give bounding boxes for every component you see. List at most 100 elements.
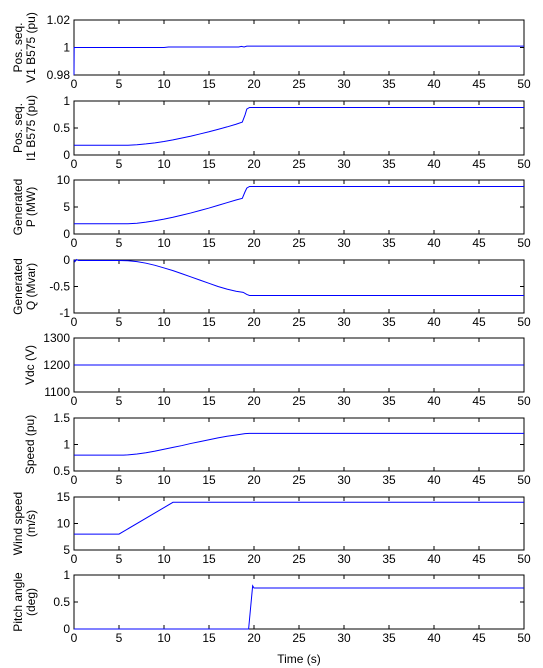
x-tick-label: 10 bbox=[157, 552, 171, 566]
y-tick-label: 1 bbox=[63, 41, 70, 55]
x-tick-label: 0 bbox=[71, 473, 78, 487]
y-axis-label: Speed (pu) bbox=[23, 415, 37, 474]
series-line bbox=[74, 185, 524, 225]
y-tick-label: 10 bbox=[57, 517, 71, 531]
x-tick-label: 45 bbox=[472, 77, 486, 91]
x-tick-label: 40 bbox=[427, 552, 441, 566]
y-tick-label: 15 bbox=[57, 490, 71, 504]
x-tick-label: 0 bbox=[71, 394, 78, 408]
x-tick-label: 10 bbox=[157, 157, 171, 171]
y-tick-label: 0 bbox=[63, 227, 70, 241]
y-tick-label: 1 bbox=[63, 568, 70, 582]
x-tick-label: 0 bbox=[71, 77, 78, 91]
x-tick-label: 15 bbox=[202, 157, 216, 171]
x-tick-label: 45 bbox=[472, 315, 486, 329]
x-tick-label: 10 bbox=[157, 315, 171, 329]
y-axis-label: P (MW) bbox=[24, 187, 38, 227]
y-axis-label: Q (Mvar) bbox=[24, 263, 38, 310]
x-tick-label: 40 bbox=[427, 394, 441, 408]
x-tick-label: 5 bbox=[116, 315, 123, 329]
x-tick-label: 0 bbox=[71, 552, 78, 566]
x-tick-label: 0 bbox=[71, 157, 78, 171]
x-tick-label: 35 bbox=[382, 473, 396, 487]
x-tick-label: 30 bbox=[337, 236, 351, 250]
x-tick-label: 35 bbox=[382, 77, 396, 91]
x-tick-label: 5 bbox=[116, 236, 123, 250]
x-tick-label: 30 bbox=[337, 473, 351, 487]
series-line bbox=[74, 584, 524, 630]
x-axis-label: Time (s) bbox=[277, 652, 321, 666]
x-tick-label: 40 bbox=[427, 157, 441, 171]
series-line bbox=[73, 258, 524, 297]
x-tick-label: 15 bbox=[202, 552, 216, 566]
x-tick-label: 0 bbox=[71, 236, 78, 250]
x-tick-label: 30 bbox=[337, 631, 351, 645]
plot-area bbox=[73, 574, 525, 630]
x-tick-label: 25 bbox=[292, 157, 306, 171]
x-tick-label: 30 bbox=[337, 394, 351, 408]
x-tick-label: 10 bbox=[157, 631, 171, 645]
y-axis-label: Generated bbox=[11, 179, 25, 236]
y-axis-label: Vdc (V) bbox=[23, 345, 37, 385]
plot-area bbox=[73, 417, 525, 472]
x-tick-label: 50 bbox=[517, 236, 531, 250]
y-tick-label: 10 bbox=[57, 173, 71, 187]
x-tick-label: 50 bbox=[517, 631, 531, 645]
x-tick-label: 20 bbox=[247, 77, 261, 91]
x-tick-label: 25 bbox=[292, 315, 306, 329]
plot-area bbox=[73, 496, 525, 551]
y-tick-label: 1.02 bbox=[47, 13, 71, 27]
x-tick-label: 50 bbox=[517, 394, 531, 408]
y-tick-label: 0.5 bbox=[53, 595, 70, 609]
x-tick-label: 0 bbox=[71, 315, 78, 329]
x-tick-label: 30 bbox=[337, 315, 351, 329]
series-line bbox=[74, 501, 524, 535]
x-tick-label: 35 bbox=[382, 236, 396, 250]
x-tick-label: 30 bbox=[337, 552, 351, 566]
x-tick-label: 40 bbox=[427, 631, 441, 645]
x-tick-label: 20 bbox=[247, 473, 261, 487]
x-tick-label: 45 bbox=[472, 236, 486, 250]
y-tick-label: -0.5 bbox=[49, 280, 70, 294]
y-tick-label: 0 bbox=[63, 622, 70, 636]
x-tick-label: 5 bbox=[116, 394, 123, 408]
x-tick-label: 30 bbox=[337, 157, 351, 171]
x-tick-label: 50 bbox=[517, 77, 531, 91]
x-tick-label: 45 bbox=[472, 157, 486, 171]
series-line bbox=[73, 45, 524, 76]
x-tick-label: 5 bbox=[116, 473, 123, 487]
x-tick-label: 40 bbox=[427, 473, 441, 487]
x-tick-label: 50 bbox=[517, 552, 531, 566]
plot-area bbox=[73, 100, 525, 156]
x-tick-label: 15 bbox=[202, 631, 216, 645]
x-tick-label: 20 bbox=[247, 552, 261, 566]
x-tick-label: 10 bbox=[157, 77, 171, 91]
x-tick-label: 35 bbox=[382, 552, 396, 566]
x-tick-label: 10 bbox=[157, 236, 171, 250]
y-tick-label: -1 bbox=[59, 306, 70, 320]
x-tick-label: 10 bbox=[157, 394, 171, 408]
x-tick-label: 25 bbox=[292, 552, 306, 566]
y-axis-label: Wind speed bbox=[11, 492, 25, 555]
x-tick-label: 5 bbox=[116, 77, 123, 91]
x-tick-label: 10 bbox=[157, 473, 171, 487]
y-axis-label: Pos. seq. bbox=[11, 22, 25, 72]
x-tick-label: 20 bbox=[247, 236, 261, 250]
subplot-5: 0 5 10 15 20 25 30 35 40 45 50 1100 1200 1300 Vdc (V) bbox=[23, 331, 531, 408]
series-line bbox=[74, 106, 524, 146]
y-axis-label: V1 B575 (pu) bbox=[24, 12, 38, 83]
y-axis-label: Generated bbox=[11, 258, 25, 315]
y-tick-label: 0 bbox=[63, 253, 70, 267]
y-tick-label: 1 bbox=[63, 94, 70, 108]
x-tick-label: 25 bbox=[292, 631, 306, 645]
y-axis-label: Pos. seq. bbox=[11, 103, 25, 153]
y-tick-label: 1 bbox=[63, 438, 70, 452]
x-tick-label: 45 bbox=[472, 394, 486, 408]
x-tick-label: 40 bbox=[427, 77, 441, 91]
subplot-3: 0 5 10 15 20 25 30 35 40 45 50 0 5 10 Generated P (MW) bbox=[11, 173, 531, 250]
y-tick-label: 1200 bbox=[43, 358, 70, 372]
y-tick-label: 5 bbox=[63, 543, 70, 557]
x-tick-label: 45 bbox=[472, 631, 486, 645]
x-tick-label: 35 bbox=[382, 315, 396, 329]
